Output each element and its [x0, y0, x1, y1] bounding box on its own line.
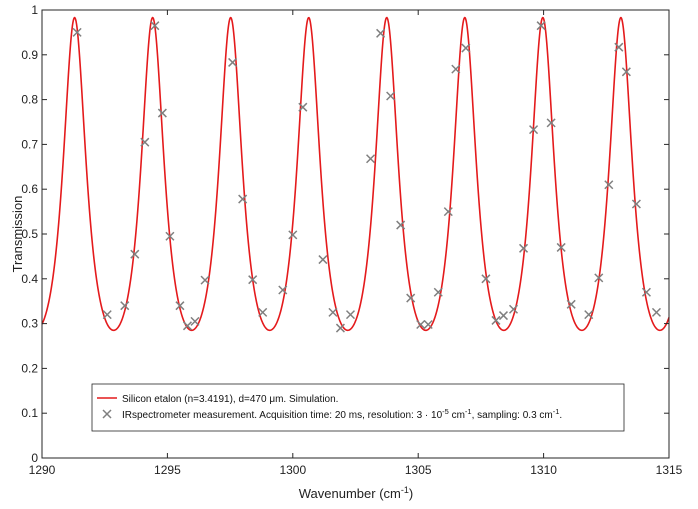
measurement-point	[72, 27, 82, 37]
measurement-point	[182, 321, 192, 331]
measurement-point	[248, 275, 258, 285]
measurement-point	[621, 67, 631, 77]
measurement-point	[175, 301, 185, 311]
measurement-point	[140, 137, 150, 147]
measurement-point	[451, 64, 461, 74]
measurement-point	[491, 315, 501, 325]
measurement-point	[238, 194, 248, 204]
measurement-point	[498, 311, 509, 321]
measurement-point	[546, 118, 556, 128]
legend-entry-simulation: Silicon etalon (n=3.4191), d=470 μm. Sim…	[122, 394, 338, 405]
measurement-point	[228, 57, 238, 67]
y-tick-label: 0	[31, 451, 38, 465]
measurement-point	[298, 102, 308, 112]
measurement-point	[318, 255, 328, 265]
measurement-point	[604, 180, 614, 190]
measurement-point	[278, 285, 288, 295]
measurement-point	[443, 207, 453, 217]
measurement-point	[335, 323, 345, 333]
measurement-point	[386, 91, 396, 101]
measurement-point	[190, 316, 200, 326]
y-tick-label: 0.4	[21, 272, 38, 286]
y-tick-label: 1	[31, 3, 38, 17]
x-tick-label: 1300	[279, 463, 306, 477]
y-tick-label: 0.9	[21, 48, 38, 62]
measurement-point	[120, 301, 130, 311]
measurement-point	[529, 125, 539, 135]
measurement-point	[519, 243, 529, 253]
y-tick-label: 0.8	[21, 93, 38, 107]
measurement-point	[150, 21, 160, 31]
measurement-point	[556, 242, 566, 252]
simulation-line	[41, 16, 670, 332]
measurement-point	[461, 43, 471, 53]
measurement-point	[328, 307, 338, 317]
measurement-point	[376, 28, 386, 38]
measurement-point	[594, 273, 604, 283]
measurement-point	[396, 220, 406, 230]
measurement-point	[165, 231, 175, 241]
measurement-point	[481, 274, 491, 284]
x-tick-label: 1315	[656, 463, 683, 477]
measurement-point	[406, 293, 416, 303]
x-axis-label-text: Wavenumber	[299, 486, 376, 501]
measurement-point	[508, 304, 519, 314]
y-tick-label: 0.6	[21, 182, 38, 196]
measurement-point	[651, 307, 661, 317]
measurement-point	[433, 287, 443, 297]
y-axis-label: Transmission	[10, 196, 25, 273]
x-tick-label: 1310	[530, 463, 557, 477]
y-tick-label: 0.2	[21, 361, 38, 375]
x-axis-label: Wavenumber (cm-1)	[299, 485, 414, 501]
x-tick-label: 1305	[405, 463, 432, 477]
measurement-point	[584, 310, 594, 320]
measurement-point	[258, 307, 268, 317]
legend: Silicon etalon (n=3.4191), d=470 μm. Sim…	[91, 383, 625, 432]
measurement-point	[631, 199, 641, 209]
x-tick-label: 1290	[29, 463, 56, 477]
legend-entry-measurement: IRspectrometer measurement. Acquisition …	[122, 407, 562, 421]
measurement-point	[102, 310, 112, 320]
measurement-point	[423, 319, 433, 330]
y-tick-label: 0.7	[21, 137, 38, 151]
y-tick-label: 0.1	[21, 406, 38, 420]
legend-box	[91, 383, 625, 432]
measurement-point	[200, 275, 210, 285]
measurement-point	[614, 42, 624, 52]
measurement-point	[366, 154, 376, 164]
measurement-point	[345, 310, 356, 320]
x-axis-unit: (cm-1)	[379, 485, 413, 501]
x-tick-label: 1295	[154, 463, 181, 477]
y-tick-label: 0.5	[21, 227, 38, 241]
measurement-point	[157, 108, 167, 118]
measurement-point	[416, 319, 426, 330]
measurement-point	[130, 249, 140, 259]
legend-marker-swatch	[102, 409, 112, 419]
y-tick-label: 0.3	[21, 317, 38, 331]
measurement-point	[641, 287, 651, 297]
measurement-point	[566, 299, 576, 309]
measurement-point	[536, 21, 546, 31]
measurement-point	[288, 230, 298, 240]
